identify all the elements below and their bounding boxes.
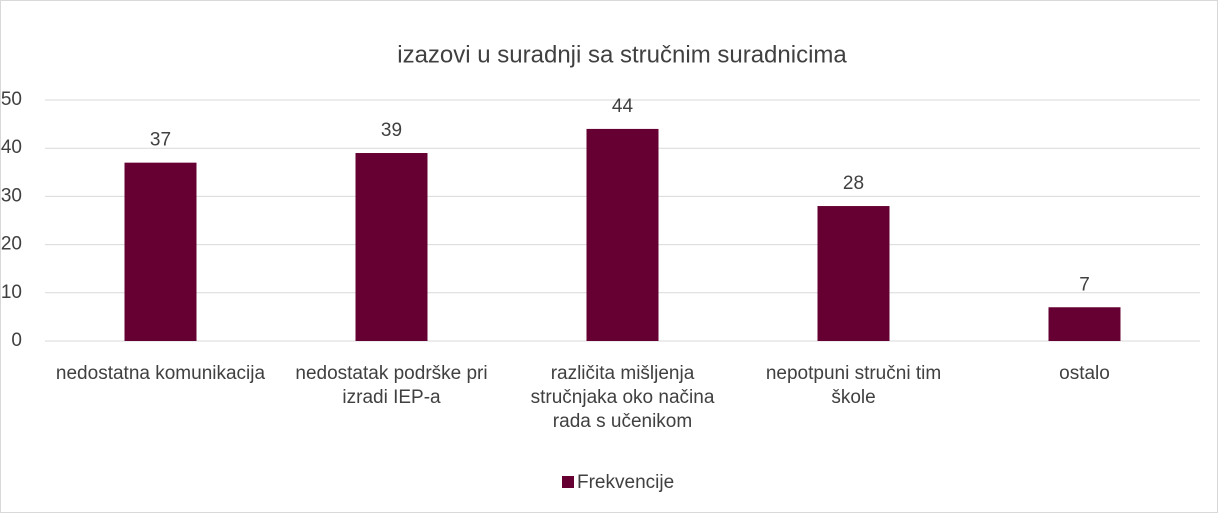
bar <box>355 153 428 341</box>
data-label: 37 <box>150 130 171 151</box>
x-tick-label: nepotpuni stručni tim škole <box>766 363 941 408</box>
chart-title: izazovi u suradnji sa stručnim suradnici… <box>397 41 847 68</box>
data-label: 44 <box>612 96 634 117</box>
y-tick-label: 10 <box>1 282 22 303</box>
x-tick-label: različita mišljenja stručnjaka oko načina… <box>531 363 715 432</box>
bar <box>586 128 659 341</box>
y-tick-label: 40 <box>1 137 22 158</box>
y-tick-label: 50 <box>1 89 22 110</box>
x-tick-label: nedostatak podrške pri izradi IEP-a <box>295 363 487 408</box>
x-tick-label: ostalo <box>1059 363 1110 384</box>
data-label: 39 <box>381 120 402 141</box>
data-label: 28 <box>843 173 864 194</box>
bar <box>1048 307 1121 341</box>
y-tick-label: 20 <box>1 234 22 255</box>
legend-swatch <box>562 476 574 488</box>
x-tick-label: nedostatna komunikacija <box>56 363 266 384</box>
data-label: 7 <box>1079 274 1090 295</box>
bar <box>124 162 197 341</box>
legend-label: Frekvencije <box>577 472 674 493</box>
bar <box>817 206 890 341</box>
y-tick-label: 0 <box>11 330 22 351</box>
y-tick-label: 30 <box>1 185 22 206</box>
